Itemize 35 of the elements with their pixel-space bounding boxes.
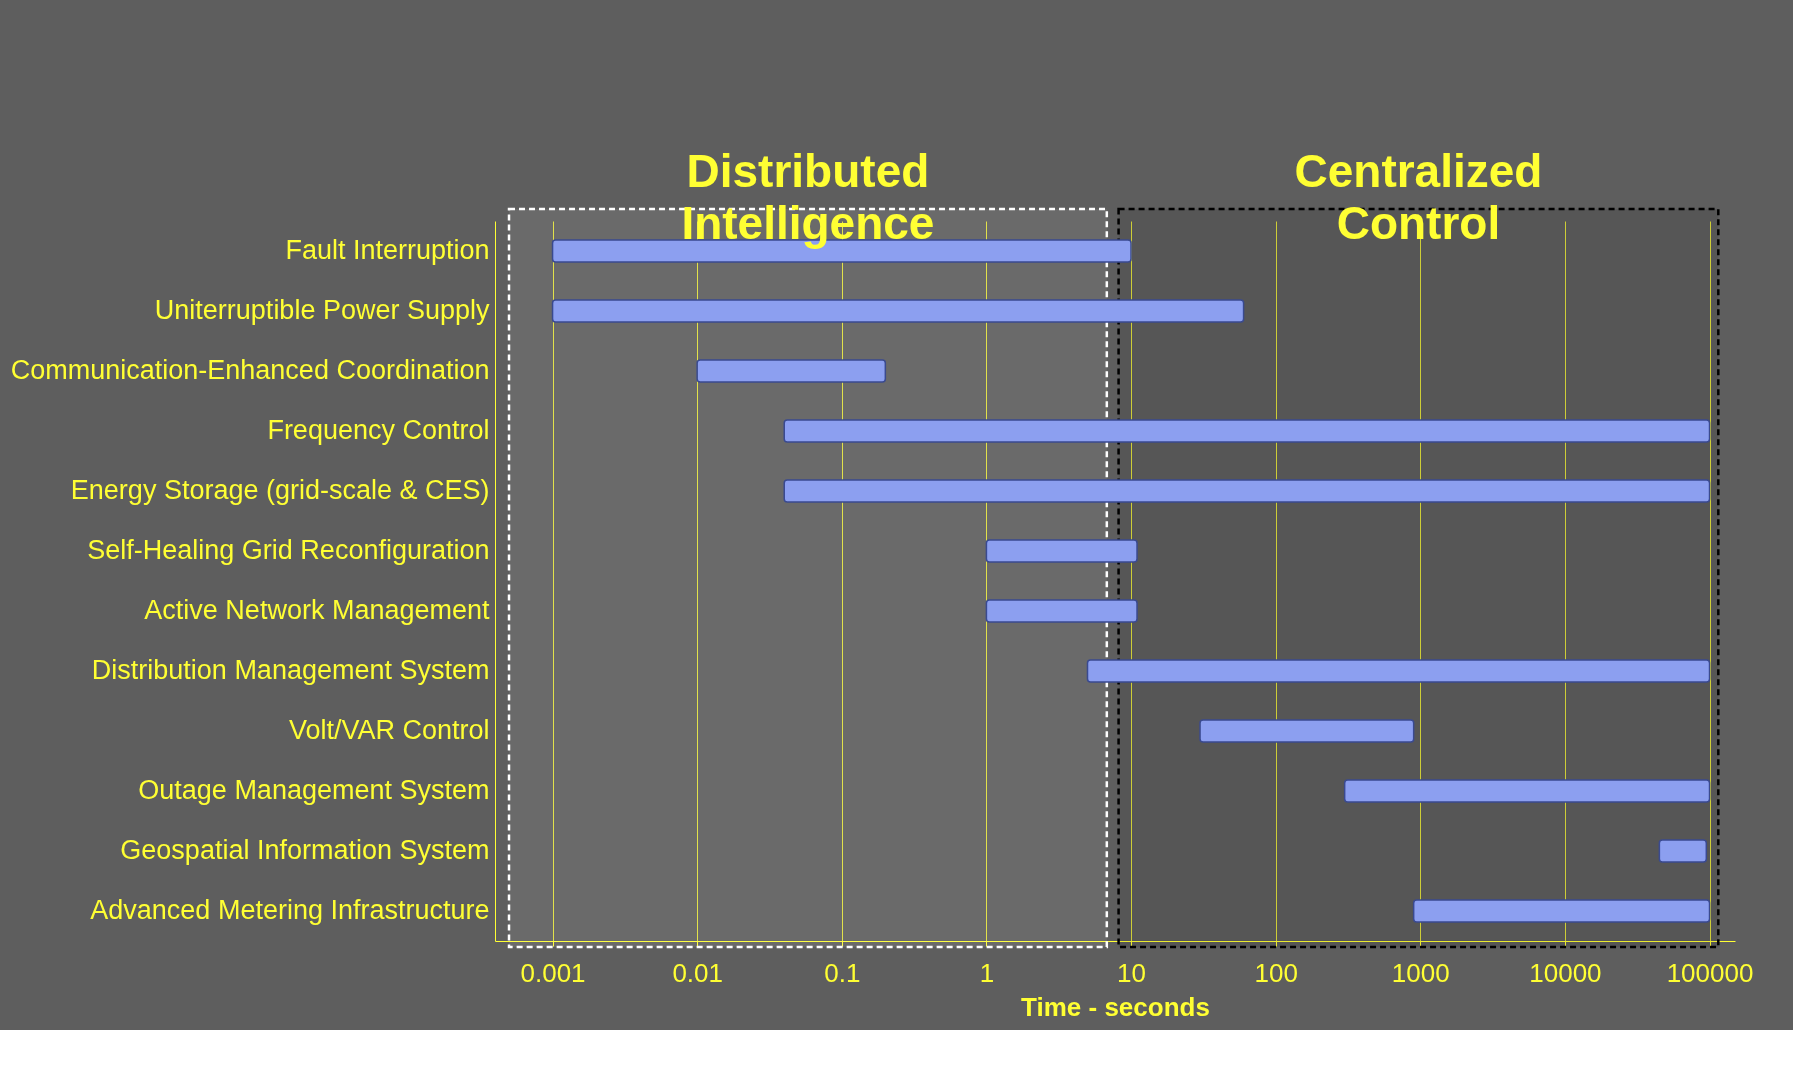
bar — [696, 359, 887, 383]
y-tick-label: Self-Healing Grid Reconfiguration — [87, 535, 490, 565]
y-tick-label: Fault Interruption — [285, 235, 490, 265]
bar — [1086, 659, 1711, 683]
bar — [551, 299, 1245, 323]
bar — [1199, 719, 1415, 743]
x-tick-label: 1 — [979, 957, 995, 988]
y-tick-label: Energy Storage (grid-scale & CES) — [70, 475, 490, 505]
bar — [1343, 779, 1711, 803]
x-tick-label: 10000 — [1529, 957, 1602, 988]
x-tick-label: 100000 — [1666, 957, 1754, 988]
y-tick-label: Active Network Management — [144, 595, 490, 625]
y-tick-label: Advanced Metering Infrastructure — [90, 895, 490, 925]
y-tick-label: Uniterruptible Power Supply — [154, 295, 490, 325]
bar — [1412, 899, 1711, 923]
y-tick-label: Geospatial Information System — [120, 835, 490, 865]
y-tick-label: Outage Management System — [138, 775, 490, 805]
x-tick-label: 1000 — [1391, 957, 1450, 988]
bar — [985, 539, 1138, 563]
bar — [985, 599, 1138, 623]
x-tick-label: 10 — [1117, 957, 1146, 988]
band-label: Centralized Control — [1294, 145, 1543, 249]
x-tick-label: 0.1 — [824, 957, 861, 988]
band-label: Distributed Intelligence — [681, 145, 935, 249]
x-tick-label: 0.01 — [672, 957, 723, 988]
bar — [1658, 839, 1708, 863]
x-axis-title: Time - seconds — [1021, 991, 1210, 1022]
bar — [783, 479, 1711, 503]
y-tick-label: Volt/VAR Control — [288, 715, 490, 745]
x-tick-label: 100 — [1254, 957, 1298, 988]
y-tick-label: Distribution Management System — [91, 655, 490, 685]
bar — [783, 419, 1711, 443]
y-tick-label: Frequency Control — [267, 415, 490, 445]
x-tick-label: 0.001 — [520, 957, 586, 988]
y-tick-label: Communication-Enhanced Coordination — [10, 355, 490, 385]
